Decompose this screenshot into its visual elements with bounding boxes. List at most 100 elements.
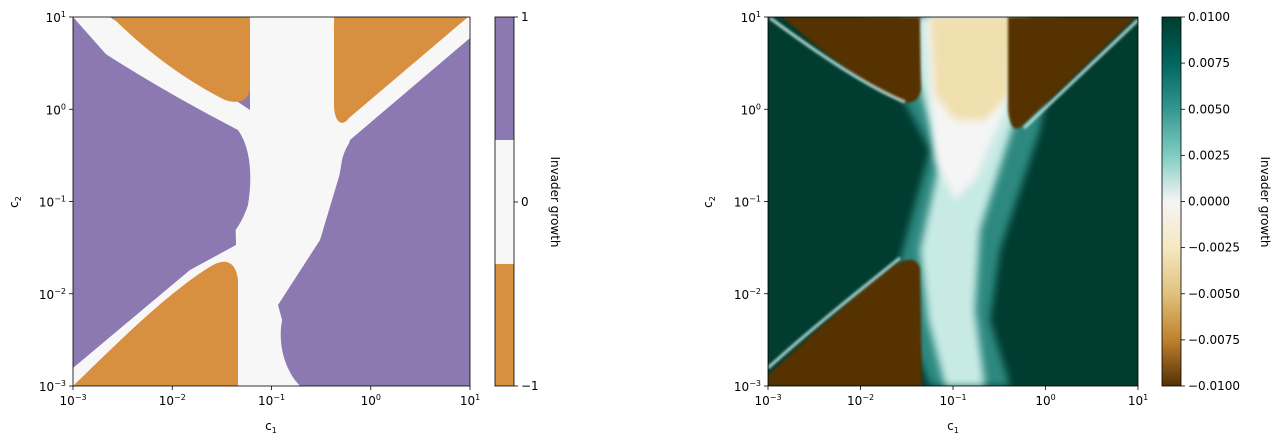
colorbar-neutral-segment — [495, 140, 514, 264]
colorbar-tick-label: −0.0075 — [1188, 333, 1240, 347]
x-tick-label-base: 10 — [59, 394, 74, 408]
x-tick-label-base: 10 — [1035, 394, 1050, 408]
x-tick-label-exponent: 0 — [1051, 393, 1056, 402]
negative-region-top-left — [782, 17, 921, 103]
colorbar-tick-label: −0.0100 — [1188, 379, 1240, 393]
y-tick-label-exponent: 0 — [756, 102, 761, 111]
negative-region-top-left — [112, 17, 250, 102]
y-tick-label-exponent: −2 — [749, 287, 761, 296]
left-heatmap-image — [73, 17, 470, 386]
y-tick-label-base: 10 — [734, 196, 749, 210]
colorbar-positive-segment — [495, 17, 514, 140]
upper-tan-band — [930, 17, 1015, 120]
y-tick-label: 100 — [46, 102, 66, 117]
right-x-axis-label: c1 — [947, 419, 959, 435]
x-tick-label-exponent: −2 — [174, 393, 186, 402]
colorbar-tick-label: 0.0100 — [1188, 10, 1230, 24]
right-colorbar-label: Invader growth — [1258, 156, 1272, 247]
colorbar-tick-label: −1 — [521, 379, 539, 393]
colorbar-tick-label: 0.0050 — [1188, 102, 1230, 116]
x-tick-label-exponent: −2 — [862, 393, 874, 402]
x-tick-label-exponent: −1 — [273, 393, 285, 402]
y-tick-label: 10−1 — [39, 195, 66, 210]
x-tick-label-base: 10 — [460, 394, 475, 408]
y-tick-label: 10−3 — [39, 379, 66, 394]
x-tick-label: 10−1 — [939, 393, 966, 408]
left-colorbar-frame — [494, 16, 515, 387]
x-tick-label: 101 — [1128, 393, 1148, 408]
y-tick-label-base: 10 — [39, 288, 54, 302]
left-colorbar: 1 0 −1 Invader growth — [494, 10, 562, 393]
y-tick-label: 10−3 — [734, 379, 761, 394]
right-heatmap-image — [768, 17, 1138, 386]
y-tick-label-exponent: 1 — [756, 10, 761, 19]
y-tick-label-base: 10 — [741, 103, 756, 117]
y-tick-label: 101 — [741, 10, 761, 25]
positive-region-right — [280, 45, 470, 386]
y-tick-label: 101 — [46, 10, 66, 25]
x-tick-label-base: 10 — [939, 394, 954, 408]
colorbar-tick-label: 0.0075 — [1188, 56, 1230, 70]
left-x-label-base: c — [265, 419, 272, 433]
colorbar-tick-label: −0.0025 — [1188, 241, 1240, 255]
y-tick-label-base: 10 — [734, 380, 749, 394]
right-y-axis-label: c2 — [701, 196, 717, 208]
colorbar-tick-label: 1 — [521, 10, 529, 24]
x-tick-label-base: 10 — [361, 394, 376, 408]
y-tick-label-base: 10 — [46, 103, 61, 117]
y-tick-label-exponent: −1 — [54, 195, 66, 204]
y-tick-label-base: 10 — [741, 11, 756, 25]
x-tick-label-exponent: −3 — [770, 393, 782, 402]
y-tick-label-exponent: −3 — [749, 379, 761, 388]
y-tick-label: 10−2 — [734, 287, 761, 302]
negative-region-top-right — [1008, 17, 1136, 129]
x-tick-label-exponent: −1 — [955, 393, 967, 402]
x-tick-label: 101 — [460, 393, 480, 408]
right-x-label-sub: 1 — [954, 426, 959, 435]
left-y-label-sub: 2 — [14, 196, 23, 201]
left-y-axis-label: c2 — [7, 196, 23, 208]
left-x-axis-label: c1 — [265, 419, 277, 435]
boundary-line-lower — [768, 256, 901, 370]
right-x-axis: 10−3 10−2 10−1 100 101 — [754, 386, 1148, 408]
x-tick-label-exponent: −3 — [75, 393, 87, 402]
y-tick-label-exponent: −1 — [749, 195, 761, 204]
right-y-label-base: c — [701, 201, 715, 208]
x-tick-label-base: 10 — [847, 394, 862, 408]
left-x-axis: 10−3 10−2 10−1 100 101 — [59, 386, 480, 408]
y-tick-label-base: 10 — [46, 11, 61, 25]
colorbar-tick-label: 0.0025 — [1188, 148, 1230, 162]
x-tick-label: 10−2 — [847, 393, 874, 408]
x-tick-label: 10−3 — [59, 393, 86, 408]
right-y-label-sub: 2 — [708, 196, 717, 201]
x-tick-label: 10−2 — [159, 393, 186, 408]
x-tick-label-base: 10 — [159, 394, 174, 408]
boundary-line-upper-right — [1022, 18, 1138, 130]
y-tick-label-base: 10 — [734, 288, 749, 302]
right-x-label-base: c — [947, 419, 954, 433]
x-tick-label: 100 — [1035, 393, 1055, 408]
colorbar-tick-label: −0.0050 — [1188, 287, 1240, 301]
y-tick-label-exponent: 1 — [61, 10, 66, 19]
y-tick-label: 100 — [741, 102, 761, 117]
x-tick-label-exponent: 0 — [376, 393, 381, 402]
x-tick-label: 10−3 — [754, 393, 781, 408]
y-tick-label: 10−2 — [39, 287, 66, 302]
right-colorbar-gradient — [1162, 17, 1181, 386]
y-tick-label-exponent: 0 — [61, 102, 66, 111]
y-tick-label-exponent: −3 — [54, 379, 66, 388]
right-colorbar: 0.0100 0.0075 0.0050 0.0025 0.0000 −0.0025 −0.… — [1161, 10, 1272, 393]
x-tick-label: 10−1 — [258, 393, 285, 408]
x-tick-label: 100 — [361, 393, 381, 408]
negative-region-bottom-left — [73, 261, 238, 386]
y-tick-label-base: 10 — [39, 196, 54, 210]
x-tick-label-base: 10 — [754, 394, 769, 408]
colorbar-negative-segment — [495, 264, 514, 386]
boundary-line-upper — [769, 17, 906, 104]
x-tick-label-base: 10 — [258, 394, 273, 408]
x-tick-label-exponent: 1 — [1143, 393, 1148, 402]
